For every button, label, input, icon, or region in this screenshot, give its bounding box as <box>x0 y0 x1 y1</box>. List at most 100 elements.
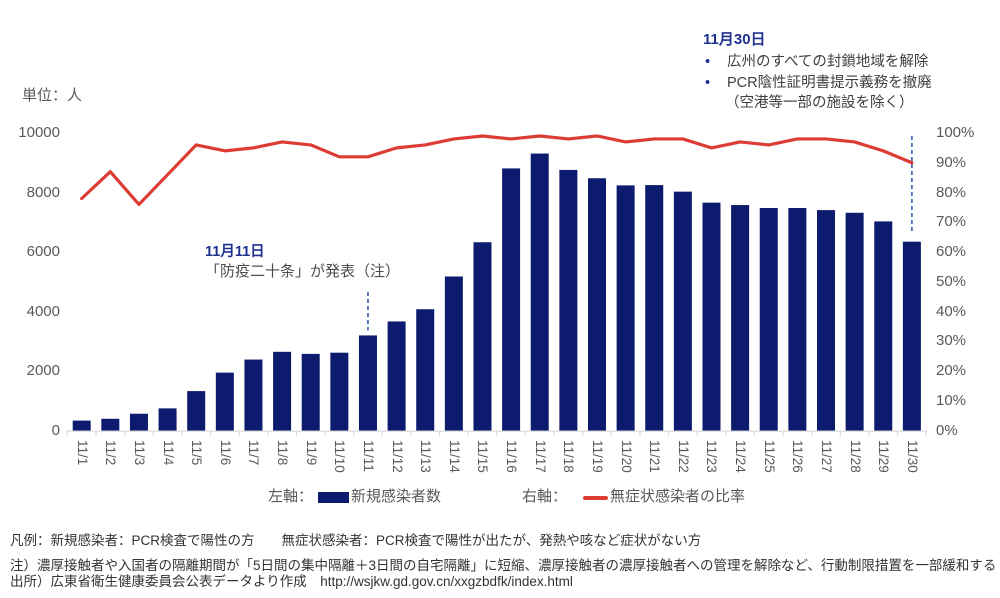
x-axis-label-11/2: 11/2 <box>103 440 119 466</box>
bar-11/26 <box>788 208 807 431</box>
bar-11/30 <box>902 241 921 431</box>
legend-bar-series-label: 新規感染者数 <box>351 488 442 505</box>
right-axis-tick-80%: 80% <box>936 183 967 201</box>
annotation-nov30-bullet1-text: 広州のすべての封鎖地域を解除 <box>727 54 929 70</box>
bullet-icon: • <box>705 74 711 91</box>
bar-11/18 <box>559 169 578 431</box>
bar-11/23 <box>702 202 721 431</box>
bar-11/21 <box>645 185 664 431</box>
x-axis-label-11/8: 11/8 <box>275 440 291 466</box>
x-axis-label-11/26: 11/26 <box>790 440 806 473</box>
x-axis-label-11/1: 11/1 <box>74 440 90 466</box>
footnote-legend-definitions: 凡例：新規感染者：PCR検査で陽性の方 無症状感染者：PCR検査で陽性が出たが、… <box>10 533 702 548</box>
bar-11/8 <box>273 351 292 431</box>
left-axis-tick-0: 0 <box>51 421 60 439</box>
right-axis-tick-90%: 90% <box>936 153 967 171</box>
bar-11/19 <box>587 178 606 431</box>
x-axis-label-11/18: 11/18 <box>561 440 577 473</box>
bar-11/15 <box>473 242 492 431</box>
x-axis-label-11/12: 11/12 <box>389 440 405 473</box>
x-axis-label-11/29: 11/29 <box>876 440 892 473</box>
x-axis-label-11/23: 11/23 <box>704 440 720 473</box>
bar-11/20 <box>616 185 635 431</box>
legend-bar-swatch <box>318 492 349 503</box>
bar-11/2 <box>101 418 120 431</box>
legend-line-series-label: 無症状感染者の比率 <box>610 488 746 505</box>
annotation-nov30-bullet2-continuation: （空港等一部の施設を除く） <box>725 95 914 111</box>
right-axis-tick-10%: 10% <box>936 391 967 409</box>
bar-11/12 <box>387 321 406 431</box>
x-axis-label-11/10: 11/10 <box>332 440 348 473</box>
footnote-source: 出所）広東省衛生健康委員会公表データより作成 http://wsjkw.gd.g… <box>10 574 573 589</box>
right-axis-tick-30%: 30% <box>936 332 967 350</box>
x-axis-label-11/20: 11/20 <box>618 440 634 473</box>
bar-11/5 <box>187 391 206 431</box>
left-axis-tick-6000: 6000 <box>26 243 60 261</box>
x-axis-label-11/11: 11/11 <box>360 440 376 472</box>
right-axis-tick-70%: 70% <box>936 213 967 231</box>
bar-11/25 <box>759 208 778 431</box>
bar-11/3 <box>129 413 148 431</box>
left-axis-tick-8000: 8000 <box>26 183 60 201</box>
x-axis-label-11/19: 11/19 <box>589 440 605 473</box>
right-axis-tick-0%: 0% <box>936 421 958 439</box>
bar-11/28 <box>845 212 864 431</box>
bar-11/7 <box>244 359 263 431</box>
x-axis-label-11/6: 11/6 <box>217 440 233 466</box>
x-axis-label-11/14: 11/14 <box>446 440 462 473</box>
x-axis-label-11/4: 11/4 <box>160 440 176 466</box>
x-axis-label-11/28: 11/28 <box>847 440 863 473</box>
x-axis-label-11/16: 11/16 <box>504 440 520 473</box>
bar-11/11 <box>358 335 377 431</box>
bar-11/9 <box>301 353 320 431</box>
x-axis-label-11/24: 11/24 <box>733 440 749 473</box>
right-axis-tick-50%: 50% <box>936 272 967 290</box>
annotation-nov11: 11月11日 「防疫二十条」が発表（注） <box>205 243 400 281</box>
annotation-nov11-heading: 11月11日 <box>205 244 265 260</box>
bar-11/10 <box>330 352 349 431</box>
x-axis-label-11/3: 11/3 <box>131 440 147 466</box>
legend-left-axis-title: 左軸： <box>268 488 314 505</box>
bar-11/27 <box>817 210 836 431</box>
x-axis-label-11/27: 11/27 <box>819 440 834 473</box>
right-axis-tick-40%: 40% <box>936 302 967 320</box>
annotation-nov30-bullet2-text: PCR陰性証明書提示義務を撤廃 <box>727 74 932 91</box>
unit-label: 単位：人 <box>22 87 83 104</box>
annotation-nov11-body: 「防疫二十条」が発表（注） <box>205 263 401 280</box>
left-axis-tick-10000: 10000 <box>18 124 60 141</box>
x-axis-label-11/30: 11/30 <box>904 440 920 473</box>
x-axis-label-11/5: 11/5 <box>189 440 205 466</box>
x-axis-label-11/9: 11/9 <box>303 440 319 466</box>
x-axis-label-11/21: 11/21 <box>647 440 663 473</box>
annotation-nov30-bullet2: • PCR陰性証明書提示義務を撤廃 <box>703 73 983 94</box>
footnote-note: 注）濃厚接触者や入国者の隔離期間が「5日間の集中隔離＋3日間の自宅隔離」に短縮、… <box>10 558 997 573</box>
x-axis-label-11/22: 11/22 <box>675 440 691 473</box>
bar-11/24 <box>731 205 750 431</box>
right-axis-tick-100%: 100% <box>936 124 975 141</box>
x-axis-label-11/7: 11/7 <box>246 440 262 466</box>
legend-right-axis-title: 右軸： <box>522 488 568 505</box>
annotation-nov30-bullet1: • 広州のすべての封鎖地域を解除 <box>703 52 983 73</box>
bar-11/17 <box>530 153 549 431</box>
right-axis-tick-60%: 60% <box>936 243 967 261</box>
bar-11/29 <box>874 221 893 431</box>
bullet-icon: • <box>705 54 711 70</box>
x-axis-label-11/25: 11/25 <box>761 440 777 473</box>
annotation-nov30: 11月30日 • 広州のすべての封鎖地域を解除 • PCR陰性証明書提示義務を撤… <box>703 30 983 114</box>
bar-11/13 <box>416 309 435 431</box>
bar-11/4 <box>158 408 177 431</box>
annotation-nov30-heading: 11月30日 <box>703 31 766 48</box>
legend-line-swatch <box>583 496 608 500</box>
x-axis-label-11/15: 11/15 <box>475 440 491 473</box>
asymptomatic-ratio-line <box>80 134 914 207</box>
bar-11/14 <box>444 276 463 431</box>
left-axis-tick-2000: 2000 <box>26 362 60 380</box>
bar-11/1 <box>72 420 91 431</box>
left-axis-tick-4000: 4000 <box>26 302 60 320</box>
x-axis-label-11/17: 11/17 <box>532 440 548 473</box>
bar-11/16 <box>502 168 521 431</box>
bar-11/22 <box>673 191 692 431</box>
x-axis-label-11/13: 11/13 <box>418 440 434 473</box>
